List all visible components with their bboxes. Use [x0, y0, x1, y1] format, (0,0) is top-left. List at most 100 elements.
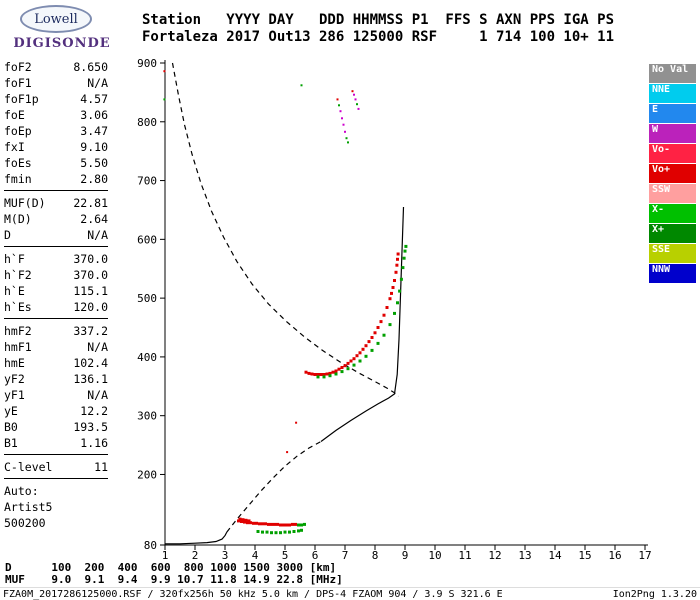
echo-point-F-trace O-mode	[385, 306, 389, 309]
y-tick-label: 800	[137, 116, 157, 129]
echo-point-Es-trace O-mode	[273, 522, 276, 526]
param-row-c-level: C-level 11	[4, 459, 108, 475]
param-value: 193.5	[73, 420, 108, 434]
echo-point-Es-trace X-mode	[292, 530, 296, 533]
x-tick-label: 17	[638, 549, 651, 562]
echo-point-spread-echoes-magenta	[344, 130, 346, 133]
param-group: Auto: Artist5 500200	[4, 482, 108, 534]
header-station-values: Fortaleza 2017 Out13 286 125000 RSF 1 71…	[142, 29, 615, 45]
echo-point-spread-echoes-red	[336, 98, 339, 101]
param-label: yF2	[4, 372, 25, 386]
param-label: yE	[4, 404, 18, 418]
y-tick-label: 900	[137, 57, 157, 70]
param-row-h-f: h`F 370.0	[4, 251, 108, 267]
echo-point-F-trace O-mode	[325, 372, 329, 376]
x-tick-label: 10	[428, 549, 441, 562]
y-tick-label: 400	[137, 351, 157, 364]
param-label: Auto:	[4, 484, 39, 498]
param-value: 136.1	[73, 372, 108, 386]
lowell-digisonde-logo: Lowell DIGISONDE	[6, 5, 118, 51]
status-bar: FZA0M_2017286125000.RSF / 320fx256h 50 k…	[0, 587, 700, 600]
echo-point-Es-trace X-mode	[270, 531, 273, 535]
echo-point-F-trace O-mode	[390, 291, 393, 295]
param-row-muf-d-: MUF(D) 22.81	[4, 195, 108, 211]
echo-point-F-trace O-mode	[394, 270, 398, 274]
echo-point-Es-trace O-mode	[279, 523, 282, 527]
param-row-yf2: yF2 136.1	[4, 371, 108, 387]
color-legend: No Val NNE E W Vo- Vo+ SSW X- X+ SSE NNW	[649, 64, 696, 284]
echo-point-F-trace X-mode	[382, 333, 386, 337]
echo-point-F-trace O-mode	[391, 286, 395, 289]
echo-point-spread-echoes-magenta	[339, 110, 342, 113]
echo-point-spread-echoes-magenta	[353, 93, 355, 96]
param-label: hmE	[4, 356, 25, 370]
legend-item-x-: X+	[649, 224, 696, 243]
echo-point-Es-trace O-mode	[246, 521, 249, 525]
param-group: C-level 11	[4, 458, 108, 479]
param-value: 3.47	[80, 124, 108, 138]
y-tick-label: 80	[144, 539, 157, 552]
echo-point-Es-trace X-mode	[288, 530, 291, 534]
param-value: N/A	[87, 340, 108, 354]
echo-point-F-trace X-mode	[388, 323, 392, 327]
echo-point-F-trace X-mode	[316, 375, 320, 379]
param-row-hmf1: hmF1 N/A	[4, 339, 108, 355]
x-tick-label: 15	[578, 549, 591, 562]
x-tick-label: 11	[458, 549, 471, 562]
echo-point-Es-trace O-mode	[258, 522, 261, 526]
echo-point-spread-echoes-green	[347, 141, 349, 144]
x-tick-label: 12	[488, 549, 501, 562]
echo-point-Es-trace O-mode	[285, 523, 288, 527]
x-tick-label: 8	[372, 549, 379, 562]
echo-point-spread-echoes-green	[300, 84, 303, 87]
echo-point-spread-echoes-red	[295, 421, 298, 424]
y-tick-label: 300	[137, 410, 157, 423]
echo-point-F-trace O-mode	[343, 364, 347, 368]
legend-item-e: E	[649, 104, 696, 123]
param-value: 4.57	[80, 92, 108, 106]
echo-point-spread-echoes-green	[356, 103, 358, 106]
param-row-500200: 500200	[4, 515, 108, 531]
param-row-foep: foEp 3.47	[4, 123, 108, 139]
param-row-foes: foEs 5.50	[4, 155, 108, 171]
curve-profile-bottom	[165, 531, 228, 545]
echo-point-Es-trace O-mode	[261, 522, 264, 526]
param-label: foEp	[4, 124, 32, 138]
echo-point-F-trace O-mode	[376, 326, 380, 329]
param-label: foF1p	[4, 92, 39, 106]
echo-point-F-trace O-mode	[340, 366, 344, 369]
param-row-artist5: Artist5	[4, 499, 108, 515]
echo-point-Es-trace X-mode	[274, 531, 278, 535]
echo-point-Es-trace O-mode	[264, 522, 267, 526]
echo-point-spread-echoes-red	[351, 90, 354, 93]
param-value: 115.1	[73, 284, 108, 298]
echo-point-Es-trace X-mode	[265, 530, 269, 534]
echo-point-F-trace O-mode	[310, 372, 314, 376]
param-value: N/A	[87, 228, 108, 242]
param-label: hmF1	[4, 340, 32, 354]
echo-point-spread-echoes-red	[286, 451, 289, 454]
echo-point-F-trace X-mode	[399, 277, 403, 281]
echo-point-Es-trace O-mode	[238, 517, 242, 521]
echo-point-spread-echoes-magenta	[342, 123, 345, 126]
echo-point-F-trace O-mode	[370, 336, 374, 339]
param-label: foE	[4, 108, 25, 122]
legend-item-ssw: SSW	[649, 184, 696, 203]
echo-point-Es-trace X-mode	[297, 523, 300, 527]
param-row-b0: B0 193.5	[4, 419, 108, 435]
echo-point-F-trace O-mode	[361, 347, 365, 351]
echo-point-spread-echoes-magenta	[354, 98, 357, 101]
echo-point-F-trace X-mode	[352, 363, 356, 367]
param-row-m-d-: M(D) 2.64	[4, 211, 108, 227]
echo-point-Es-trace O-mode	[244, 518, 248, 522]
echo-point-spread-echoes-magenta	[341, 117, 343, 120]
param-label: Artist5	[4, 500, 53, 514]
param-label: foF2	[4, 60, 32, 74]
legend-item-no-val: No Val	[649, 64, 696, 83]
param-row-yf1: yF1 N/A	[4, 387, 108, 403]
echo-point-Es-trace O-mode	[240, 520, 243, 523]
echo-point-F-trace O-mode	[352, 357, 356, 361]
echo-point-F-trace O-mode	[322, 373, 326, 376]
param-group: foF2 8.650 foF1 N/A foF1p 4.57 foE 3.06 foEp 3.47…	[4, 58, 108, 191]
param-row-ye: yE 12.2	[4, 403, 108, 419]
